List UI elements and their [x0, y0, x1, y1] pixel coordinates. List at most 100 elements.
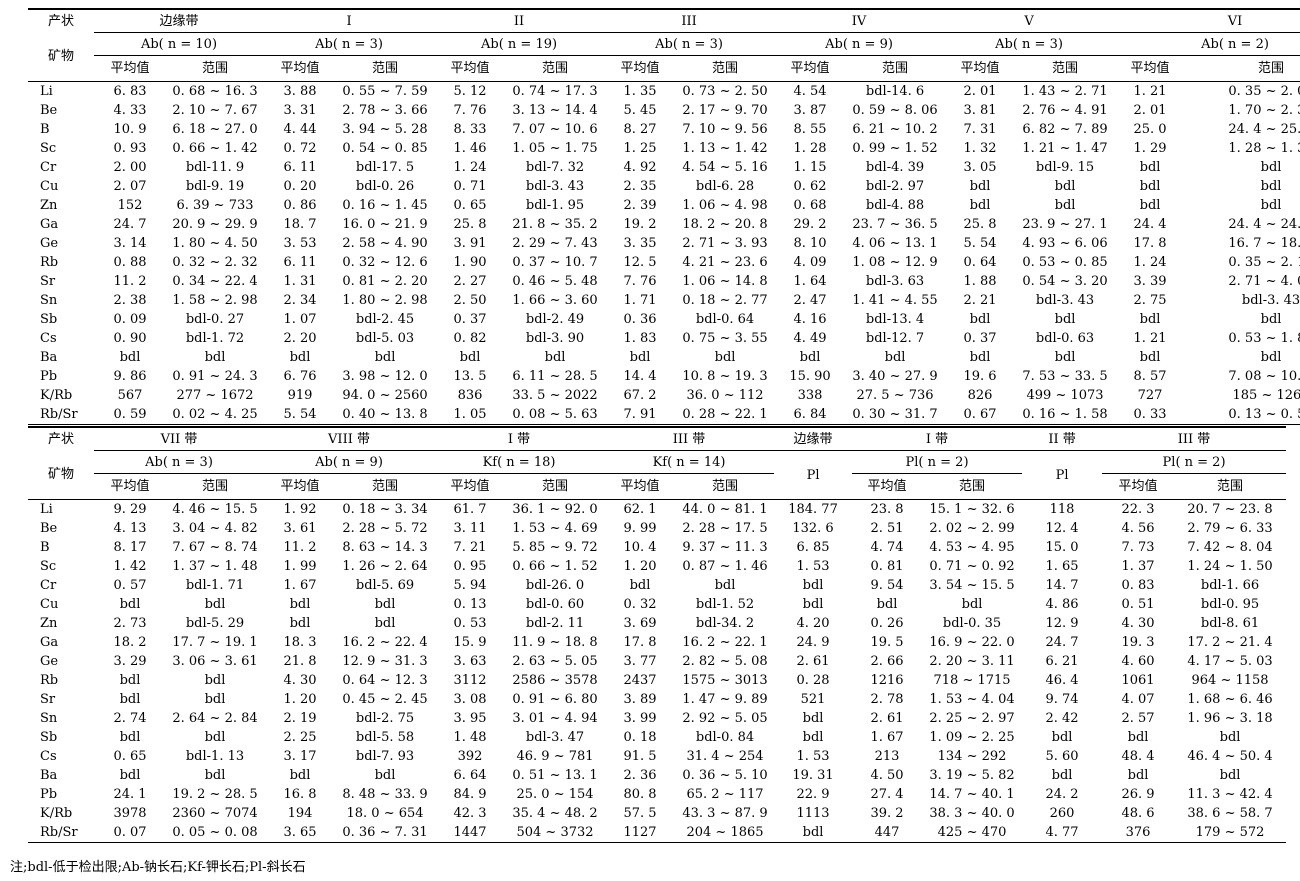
value-cell: 11. 9 ~ 18. 8	[512, 635, 598, 650]
value-cell: 3. 63	[453, 654, 487, 669]
value-cell: 9. 99	[623, 521, 657, 536]
value-cell: 57. 5	[623, 806, 657, 821]
table-row: Rb/Sr 0. 59 0. 02 ~ 4. 25 5. 54 0. 40 ~ 13. …	[28, 405, 1300, 425]
value-cell: 0. 26	[870, 616, 904, 631]
value-cell: 4. 56	[1121, 521, 1155, 536]
value-cell: 24. 1	[113, 787, 147, 802]
value-cell: 0. 99 ~ 1. 52	[852, 141, 938, 156]
value-cell: 0. 65	[113, 749, 147, 764]
trace-element-table-top: 产状 边缘带 I II III IV V VI 矿物 Ab( n = 10) A…	[28, 8, 1300, 425]
value-cell: 3. 14	[113, 236, 147, 251]
column-header-range: 范围	[1258, 61, 1285, 76]
value-cell: 0. 66 ~ 1. 42	[172, 141, 258, 156]
value-cell: 185 ~ 1268	[1232, 388, 1300, 403]
value-cell: 3. 31	[283, 103, 317, 118]
element-label: Sr	[40, 692, 56, 707]
table-row: Cr 2. 00 bdl-11. 9 6. 11 bdl-17. 5 1. 24 bdl-7…	[28, 158, 1300, 177]
value-cell: 10. 8 ~ 19. 3	[682, 369, 768, 384]
value-cell: 9. 37 ~ 11. 3	[682, 540, 768, 555]
value-cell: 12. 9 ~ 31. 3	[342, 654, 428, 669]
element-label: Zn	[40, 198, 58, 213]
value-cell: bdl	[969, 198, 991, 213]
value-cell: 0. 83	[1121, 578, 1155, 593]
column-header-range: 范围	[372, 479, 399, 494]
value-cell: 42. 3	[453, 806, 487, 821]
value-cell: 23. 8	[852, 499, 923, 519]
value-cell: 0. 75 ~ 3. 55	[682, 331, 768, 346]
value-cell: 2. 01	[944, 81, 1017, 101]
value-cell: 0. 53	[453, 616, 487, 631]
value-cell: 1. 31	[283, 274, 317, 289]
value-cell: 1. 28	[793, 141, 827, 156]
value-cell: bdl-5. 58	[355, 730, 415, 745]
value-cell: 1. 47 ~ 9. 89	[682, 692, 768, 707]
value-cell: 0. 90	[113, 331, 147, 346]
value-cell: bdl-7. 93	[355, 749, 415, 764]
value-cell: bdl-0. 64	[695, 312, 755, 327]
table-row: Pb 24. 1 19. 2 ~ 28. 5 16. 8 8. 48 ~ 33. 9 84…	[28, 785, 1286, 804]
value-cell: 44. 0 ~ 81. 1	[676, 499, 775, 519]
value-cell: 727	[1137, 388, 1163, 403]
value-cell: 1. 68 ~ 6. 46	[1187, 692, 1273, 707]
value-cell: 1. 20	[283, 692, 317, 707]
value-cell: 1575 ~ 3013	[682, 673, 768, 688]
value-cell: 4. 06 ~ 13. 1	[852, 236, 938, 251]
value-cell: 62. 1	[604, 499, 677, 519]
value-cell: 2. 75	[1133, 293, 1167, 308]
element-label: Cu	[40, 597, 59, 612]
value-cell: 179 ~ 572	[1174, 823, 1287, 843]
value-cell: 15. 1 ~ 32. 6	[922, 499, 1023, 519]
value-cell: 204 ~ 1865	[676, 823, 775, 843]
value-cell: 6. 11	[283, 160, 317, 175]
value-cell: 0. 82	[453, 331, 487, 346]
value-cell: 2. 19	[283, 711, 317, 726]
mineral-header: Pl	[806, 467, 820, 483]
value-cell: 1. 88	[963, 274, 997, 289]
value-cell: bdl	[1127, 730, 1149, 745]
value-cell: bdl	[1260, 198, 1282, 213]
column-header-mean: 平均值	[110, 61, 150, 76]
element-label: Cu	[40, 179, 59, 194]
value-cell: 4. 30	[1121, 616, 1155, 631]
value-cell: 6. 18 ~ 27. 0	[172, 122, 258, 137]
value-cell: 80. 8	[623, 787, 657, 802]
value-cell: 6. 39 ~ 733	[176, 198, 254, 213]
value-cell: bdl	[289, 616, 311, 631]
value-cell: 1. 25	[623, 141, 657, 156]
value-cell: 2. 28 ~ 5. 72	[342, 521, 428, 536]
mineral-header: Ab( n = 3)	[944, 32, 1115, 56]
value-cell: 338	[797, 388, 823, 403]
value-cell: 20. 7 ~ 23. 8	[1174, 499, 1287, 519]
value-cell: 499 ~ 1073	[1026, 388, 1104, 403]
value-cell: bdl	[884, 350, 906, 365]
value-cell: 15. 9	[453, 635, 487, 650]
value-cell: 4. 09	[793, 255, 827, 270]
value-cell: 3. 11	[453, 521, 487, 536]
value-cell: 29. 2	[793, 217, 827, 232]
value-cell: bdl-5. 69	[355, 578, 415, 593]
column-header-range: 范围	[882, 61, 909, 76]
value-cell: 3. 99	[623, 711, 657, 726]
value-cell: bdl	[1051, 730, 1073, 745]
value-cell: 84. 9	[453, 787, 487, 802]
table-row: Ge 3. 14 1. 80 ~ 4. 50 3. 53 2. 58 ~ 4. 90 3.…	[28, 234, 1300, 253]
value-cell: 7. 21	[453, 540, 487, 555]
value-cell: 1. 06 ~ 14. 8	[682, 274, 768, 289]
value-cell: bdl-0. 60	[525, 597, 585, 612]
zone-header: 边缘带	[774, 426, 853, 451]
zone-header: III 带	[604, 426, 775, 451]
value-cell: 1. 07	[283, 312, 317, 327]
value-cell: 24. 4 ~ 24. 5	[1228, 217, 1300, 232]
value-cell: bdl	[204, 597, 226, 612]
value-cell: 9. 54	[870, 578, 904, 593]
value-cell: 18. 2	[113, 635, 147, 650]
zone-header: I 带	[852, 426, 1023, 451]
value-cell: 1. 21	[1133, 331, 1167, 346]
value-cell: 12. 4	[1045, 521, 1079, 536]
value-cell: 1. 99	[283, 559, 317, 574]
value-cell: 2. 25	[283, 730, 317, 745]
value-cell: 4. 54 ~ 5. 16	[682, 160, 768, 175]
value-cell: bdl	[119, 768, 141, 783]
element-label: Be	[40, 521, 58, 536]
value-cell: bdl-2. 97	[865, 179, 925, 194]
